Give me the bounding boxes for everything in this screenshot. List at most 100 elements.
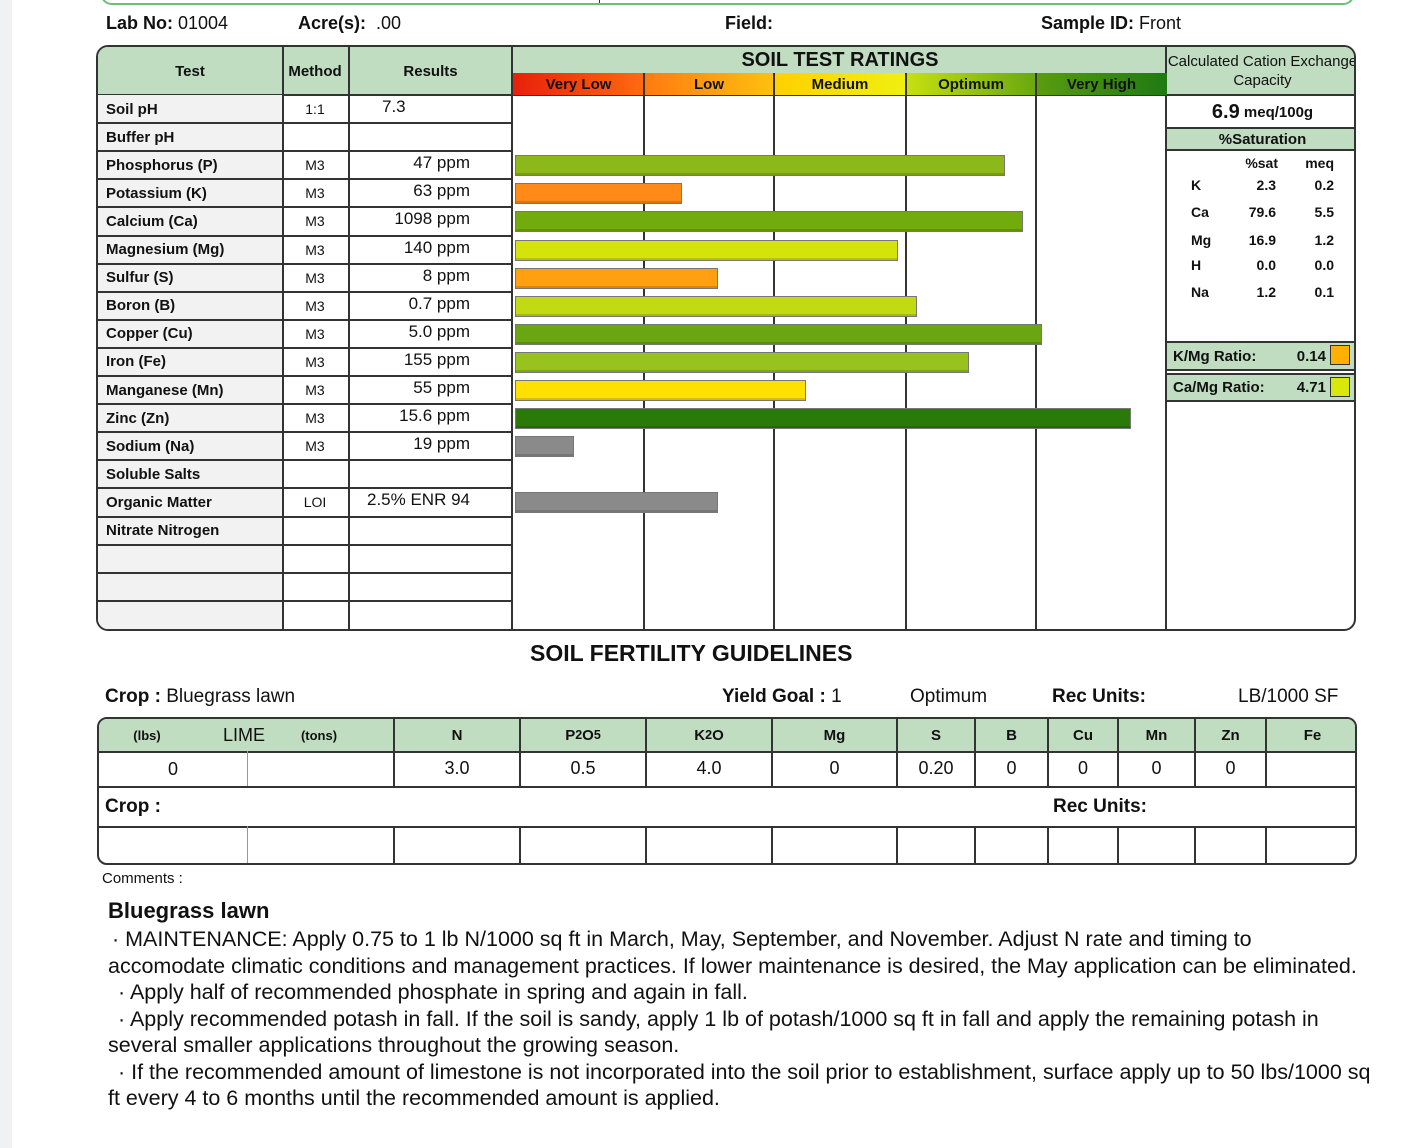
col-divider [771,826,773,863]
row-method [282,573,348,601]
value-s: 0.20 [918,758,954,778]
col-divider [645,826,647,863]
row-divider [98,487,513,490]
col-divider [393,826,395,863]
lab-no: Lab No: 01004 [106,13,229,33]
row-result: 55 ppm [413,378,470,398]
cec-meq: 1.2 [1314,231,1334,248]
col-sat: %sat [1245,155,1278,171]
row-result: 47 ppm [413,153,470,173]
row-test-name [98,544,282,573]
row-test-name: Nitrate Nitrogen [98,516,282,545]
col-divider [974,826,976,863]
kmg-label: K/Mg Ratio: [1173,347,1257,365]
rating-bar [515,492,719,514]
scale-divider [905,73,907,629]
row-result: 140 ppm [403,237,470,257]
row-divider [98,290,513,293]
saturation-title: %Saturation [1167,129,1354,149]
value-fe [1266,751,1355,786]
kmg-value: 0.14 [1296,347,1326,365]
rating-scale-low: Low [644,73,774,95]
col-b: B [1006,726,1017,744]
comments-label: Comments : [102,870,183,887]
cec-meq: 0.2 [1314,177,1334,193]
cec-element: Na [1191,284,1209,301]
row-test-name: Manganese (Mn) [98,376,282,405]
row-method: M3 [305,297,325,314]
row-divider [98,599,513,602]
col-meq: meq [1305,155,1334,171]
row-test-name: Boron (B) [98,291,282,320]
comments-title: Bluegrass lawn [108,898,270,923]
col-divider [896,826,898,863]
row-divider [98,234,513,237]
row-result: 1098 ppm [394,209,470,229]
col-divider [519,719,521,786]
row-divider [98,122,513,125]
col-method: Method [288,62,342,80]
rating-bar [515,183,682,205]
row-result: 19 ppm [413,434,470,454]
col-zn: Zn [1221,726,1240,744]
row-divider [98,543,513,546]
lime-label: LIME [222,724,265,745]
rating-bar [515,295,918,317]
rating-bar [515,267,719,289]
cec-element: H [1191,256,1202,273]
comment-line: · MAINTENANCE: Apply 0.75 to 1 lb N/1000… [108,927,1357,978]
row-result [360,458,470,486]
row-test-name: Organic Matter [98,488,282,517]
recommendation-table: (lbs) LIME (tons) 0 Crop : Rec Units: N 3… [97,717,1357,865]
comment-line: · Apply recommended potash in fall. If t… [108,1006,1319,1058]
cec-sat: 1.2 [1256,284,1276,301]
row-method: M3 [305,269,325,286]
row-result: 7.3 [382,97,406,117]
col-cu: Cu [1073,726,1093,744]
row-test-name: Soluble Salts [98,460,282,489]
lime-lbs-value: 0 [167,759,178,779]
lime-tons-label: (tons) [300,727,338,743]
rating-bar [515,323,1043,345]
comment-line: · If the recommended amount of limestone… [108,1059,1371,1111]
value-mg: 0 [829,758,840,778]
left-margin [0,0,12,1148]
row-divider [98,206,513,209]
col-divider [645,719,647,786]
row-result [360,543,470,571]
value-n: 3.0 [444,758,470,778]
row-method: LOI [303,494,327,511]
row-divider [98,375,513,377]
cec-sat: 16.9 [1248,231,1276,248]
cec-element: Mg [1191,231,1212,248]
col-divider [896,719,898,786]
row-result: 8 ppm [422,265,470,285]
row-test-name: Copper (Cu) [98,319,282,348]
row-test-name: Calcium (Ca) [98,207,282,236]
rec-units-label: Rec Units: [1052,686,1146,707]
sample-id: Sample ID: Front [1041,13,1182,33]
row-divider [98,403,513,406]
row-result: 63 ppm [413,181,470,201]
rating-scale-optimum: Optimum [906,73,1036,95]
camg-label: Ca/Mg Ratio: [1173,379,1265,396]
col-divider [1194,826,1196,863]
kmg-swatch [1330,345,1350,365]
cec-title: Calculated Cation Exchange Capacity [1167,53,1356,89]
row-test-name: Zinc (Zn) [98,404,282,433]
scale-divider [643,73,645,629]
crop: Crop : Bluegrass lawn [105,686,296,707]
col-divider [1117,826,1119,863]
row-result [360,121,470,149]
row-method [282,460,348,488]
cec-meq: 0.0 [1314,256,1334,273]
guidelines-title: SOIL FERTILITY GUIDELINES [530,640,853,666]
col-results: Results [403,62,458,80]
row-method: M3 [305,241,325,258]
ratings-title: SOIL TEST RATINGS [741,48,939,71]
rating-scale-very-high: Very High [1036,73,1167,95]
col-divider [1047,719,1049,786]
rating-bar [515,351,970,373]
